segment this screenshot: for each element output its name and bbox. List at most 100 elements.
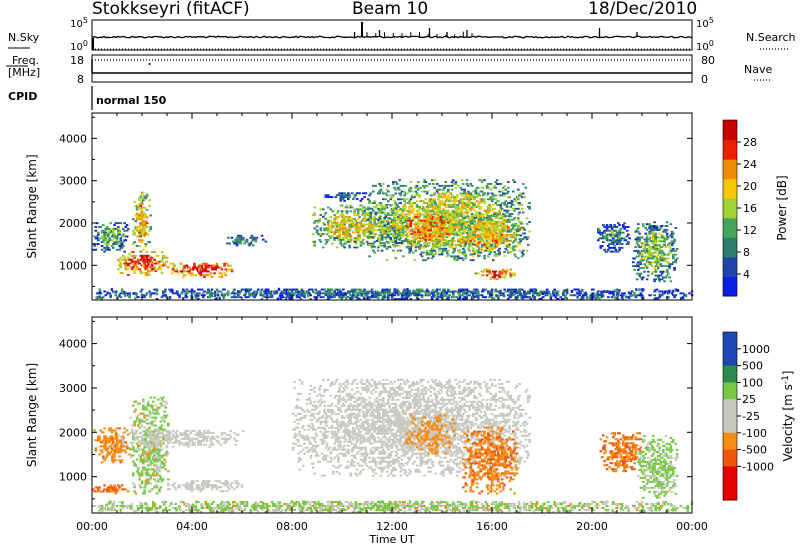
power-cell bbox=[115, 235, 119, 238]
power-cell bbox=[349, 237, 353, 239]
power-cell bbox=[425, 242, 429, 244]
power-cell bbox=[455, 259, 459, 262]
power-cell bbox=[585, 292, 588, 296]
power-cell bbox=[318, 217, 321, 220]
power-cell bbox=[139, 216, 143, 219]
power-cell bbox=[637, 255, 640, 258]
power-cell bbox=[433, 198, 436, 201]
power-cell bbox=[352, 221, 355, 224]
power-cell bbox=[654, 278, 658, 281]
power-cell bbox=[413, 202, 416, 204]
power-cell bbox=[410, 204, 414, 206]
power-cell bbox=[634, 246, 638, 248]
power-cell bbox=[417, 217, 420, 220]
power-cell bbox=[326, 288, 330, 292]
power-cell bbox=[385, 188, 389, 191]
power-cell bbox=[155, 298, 159, 300]
power-cell bbox=[393, 288, 396, 292]
power-cell bbox=[373, 200, 376, 203]
power-cell bbox=[400, 298, 404, 300]
power-cell bbox=[393, 238, 396, 241]
power-cell bbox=[433, 294, 436, 297]
power-cell bbox=[220, 276, 224, 278]
power-cell bbox=[209, 272, 213, 275]
power-cell bbox=[650, 251, 654, 254]
power-cell bbox=[115, 239, 119, 242]
power-cell bbox=[464, 222, 468, 225]
power-cell bbox=[359, 227, 363, 230]
power-cell bbox=[423, 186, 426, 189]
power-cell bbox=[660, 255, 664, 258]
power-cell bbox=[154, 262, 158, 265]
power-cell bbox=[418, 294, 421, 297]
power-cell bbox=[435, 219, 439, 222]
power-cell bbox=[378, 211, 381, 214]
power-cell bbox=[349, 240, 353, 243]
power-cell bbox=[288, 294, 291, 297]
power-cell bbox=[634, 230, 638, 233]
power-cell bbox=[418, 240, 421, 243]
power-cell bbox=[399, 192, 403, 195]
power-cell bbox=[502, 235, 505, 238]
power-cell bbox=[610, 296, 614, 299]
power-cell bbox=[144, 220, 148, 223]
power-cell bbox=[645, 259, 649, 262]
power-cell bbox=[389, 198, 393, 201]
power-cell bbox=[534, 288, 538, 291]
power-cell bbox=[318, 291, 322, 295]
power-cell bbox=[398, 242, 401, 244]
power-cell bbox=[313, 212, 316, 215]
power-cell bbox=[603, 235, 606, 238]
power-cell bbox=[113, 233, 116, 236]
power-cell bbox=[647, 257, 650, 260]
power-cell bbox=[134, 297, 137, 301]
power-cell bbox=[440, 225, 444, 228]
power-cell bbox=[378, 238, 381, 241]
power-cell bbox=[493, 254, 496, 257]
power-cell bbox=[115, 243, 119, 245]
power-cell bbox=[659, 227, 663, 229]
power-cell bbox=[308, 288, 311, 291]
power-cell bbox=[650, 261, 654, 264]
power-cell bbox=[114, 222, 118, 225]
power-cell bbox=[618, 237, 621, 240]
power-cell bbox=[145, 193, 149, 196]
power-cell bbox=[515, 291, 519, 295]
power-cell bbox=[218, 276, 221, 278]
power-cell bbox=[475, 215, 479, 218]
power-cell bbox=[134, 264, 138, 267]
power-cell bbox=[482, 270, 485, 273]
power-cell bbox=[168, 296, 172, 299]
power-cell bbox=[469, 259, 473, 262]
power-cell bbox=[457, 225, 460, 228]
power-cell bbox=[439, 216, 443, 218]
power-cell bbox=[410, 190, 414, 193]
power-cell bbox=[329, 237, 333, 239]
power-cell bbox=[464, 194, 468, 197]
power-cell bbox=[485, 270, 489, 273]
power-cell bbox=[616, 292, 619, 296]
power-cell bbox=[367, 212, 370, 215]
power-cell bbox=[492, 230, 495, 233]
power-cell bbox=[674, 288, 678, 292]
power-cell bbox=[485, 194, 489, 197]
power-cell bbox=[482, 239, 485, 242]
power-cell bbox=[180, 290, 184, 294]
power-cell bbox=[242, 236, 245, 239]
power-cell bbox=[425, 251, 429, 254]
power-cell bbox=[424, 210, 428, 213]
power-cell bbox=[264, 240, 268, 243]
power-cell bbox=[532, 291, 535, 295]
power-cell bbox=[666, 295, 670, 299]
power-cell bbox=[378, 192, 381, 195]
power-cell bbox=[308, 292, 311, 296]
power-cell bbox=[319, 296, 323, 299]
power-cell bbox=[257, 288, 260, 291]
power-cell bbox=[405, 296, 408, 300]
power-cell bbox=[245, 238, 249, 241]
station-title: Stokkseyri (fitACF) bbox=[92, 0, 250, 19]
power-cell bbox=[495, 274, 499, 277]
power-cell bbox=[642, 259, 645, 262]
power-cell bbox=[393, 221, 396, 224]
power-cell bbox=[609, 226, 613, 228]
